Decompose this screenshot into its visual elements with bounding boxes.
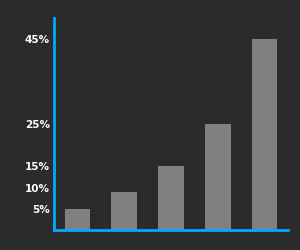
Bar <box>205 124 231 230</box>
Bar <box>64 209 90 230</box>
Bar <box>158 166 184 230</box>
Bar <box>252 39 278 230</box>
Bar <box>111 192 137 230</box>
